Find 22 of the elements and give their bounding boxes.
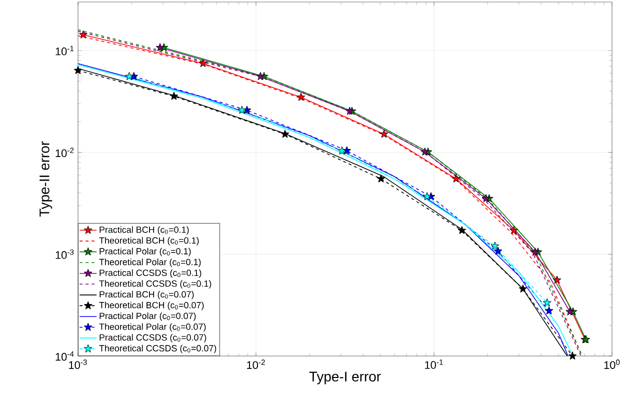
y-tick-label: 10$^{-2}$ [56, 148, 74, 158]
y-tick-label: 10$^{-3}$ [56, 249, 74, 259]
legend-label: Practical CCSDS (c$_{0}$=0.1) [100, 269, 202, 278]
y-tick-label: 10$^{-4}$ [56, 351, 74, 361]
x-axis-title: Type-I error [309, 372, 381, 384]
x-tick-label: 10$^{-1}$ [425, 360, 443, 369]
legend-label: Theoretical BCH (c$_{0}$=0.1) [99, 237, 199, 246]
legend-label: Practical BCH (c$_{0}$=0.07) [100, 290, 194, 300]
legend-label: Theoretical BCH (c$_{0}$=0.07) [99, 302, 204, 310]
legend-label: Theoretical Polar (c$_{0}$=0.1) [99, 258, 201, 267]
x-tick-label: 10$^{-2}$ [247, 360, 265, 369]
x-tick-label: 10$^{-3}$ [69, 360, 87, 369]
y-tick-label: 10$^{-1}$ [56, 46, 74, 56]
legend-label: Theoretical Polar (c$_{0}$=0.07) [99, 323, 206, 332]
y-axis-title: Type-II error [40, 141, 52, 217]
legend-label: Practical Polar (c$_{0}$=0.1) [100, 248, 191, 256]
legend-label: Theoretical CCSDS (c$_{0}$=0.1) [99, 280, 212, 289]
legend-label: Practical Polar (c$_{0}$=0.07) [100, 312, 196, 321]
x-tick-label: 10$^{0}$ [604, 360, 620, 369]
legend-label: Practical BCH (c$_{0}$=0.1) [100, 226, 189, 235]
legend-label: Theoretical CCSDS (c$_{0}$=0.07) [99, 344, 216, 354]
legend-label: Practical CCSDS (c$_{0}$=0.07) [100, 334, 206, 342]
